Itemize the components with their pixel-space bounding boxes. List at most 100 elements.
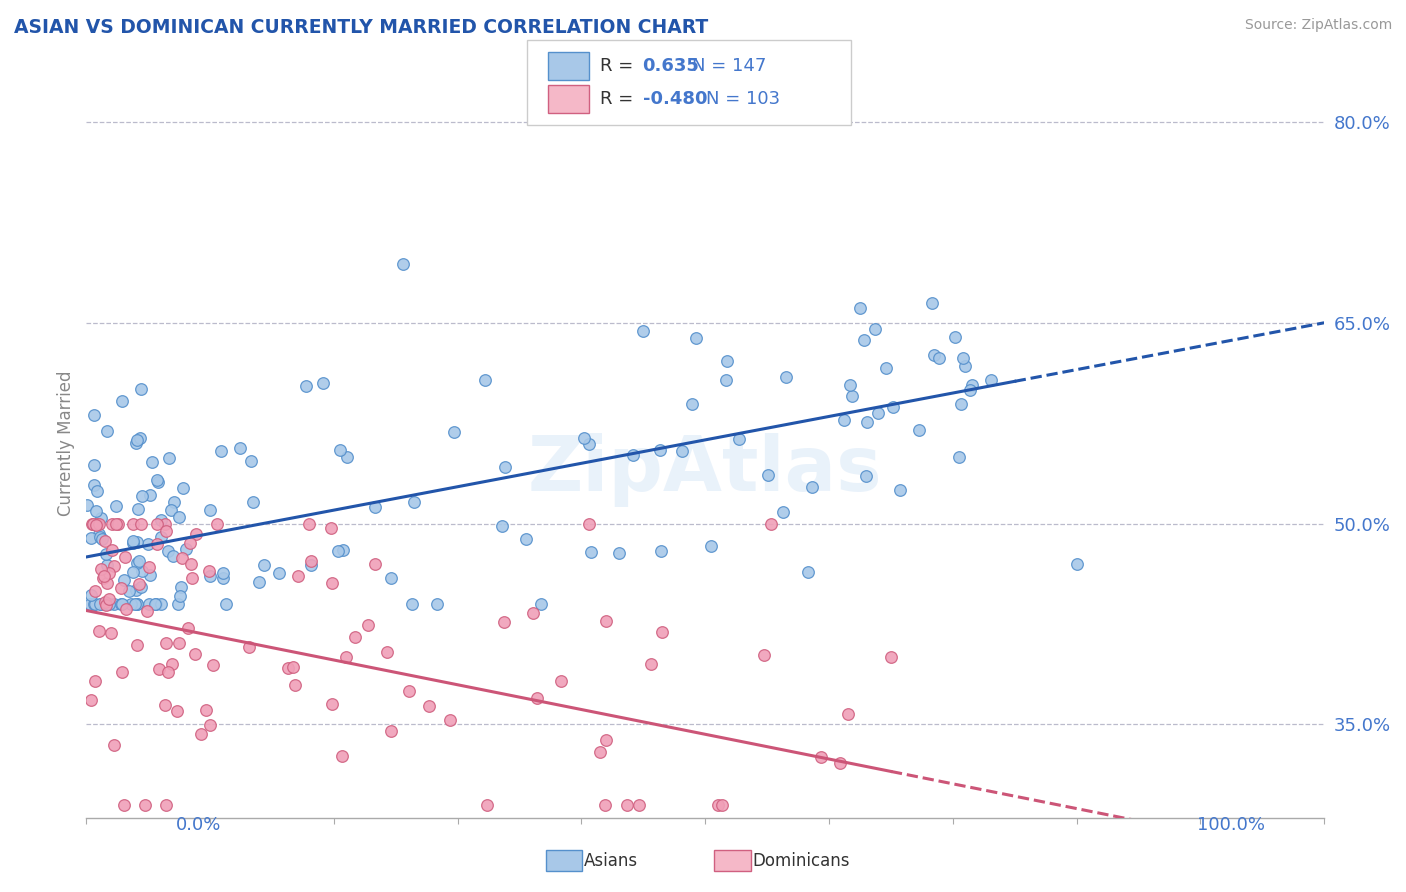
Text: N = 103: N = 103 [706,90,780,108]
Point [607,546,630,560]
Point [875,361,897,376]
Point [616,797,638,812]
Point [84,503,107,517]
Point [90,510,112,524]
Point [253,558,276,572]
Point [321,521,343,535]
Point [170,551,193,566]
Point [94,595,117,609]
Point [143,597,166,611]
Point [129,516,152,531]
Point [928,351,950,366]
Text: 100.0%: 100.0% [1198,816,1265,834]
Point [201,657,224,672]
Point [475,797,498,812]
Point [96,558,118,573]
Point [681,397,703,411]
Point [163,495,186,509]
Text: Dominicans: Dominicans [752,852,849,870]
Point [238,640,260,654]
Point [103,558,125,573]
Point [329,443,352,458]
Point [515,532,537,546]
Point [122,533,145,548]
Point [82,516,104,531]
Point [96,576,118,591]
Point [155,797,177,812]
Point [100,626,122,640]
Point [128,576,150,591]
Point [474,373,496,387]
Point [321,697,343,711]
Point [124,597,146,611]
Point [298,516,321,531]
Point [401,597,423,611]
Point [167,597,190,611]
Point [90,562,112,576]
Point [889,483,911,497]
Point [775,370,797,384]
Point [184,648,207,662]
Point [127,434,149,448]
Point [83,583,105,598]
Point [83,477,105,491]
Point [714,373,737,387]
Text: R =: R = [600,57,640,75]
Point [159,503,181,517]
Point [80,588,103,602]
Point [131,580,153,594]
Point [110,582,132,596]
Point [104,499,127,513]
Point [122,516,145,531]
Point [398,684,420,698]
Point [96,424,118,438]
Point [127,502,149,516]
Point [149,597,172,611]
Point [156,544,179,558]
Point [866,405,889,419]
Point [855,468,877,483]
Point [79,597,101,611]
Point [146,537,169,551]
Point [127,534,149,549]
Point [980,373,1002,387]
Point [364,500,387,515]
Text: ASIAN VS DOMINICAN CURRENTLY MARRIED CORRELATION CHART: ASIAN VS DOMINICAN CURRENTLY MARRIED COR… [14,18,709,37]
Point [491,519,513,533]
Point [141,455,163,469]
Point [98,597,121,611]
Point [101,543,124,558]
Point [96,597,118,611]
Point [402,495,425,509]
Point [952,351,974,366]
Point [959,383,981,397]
Point [80,693,103,707]
Point [579,545,602,559]
Point [125,583,148,598]
Point [103,597,125,611]
Text: -0.480: -0.480 [643,90,707,108]
Point [522,606,544,620]
Point [377,645,399,659]
Point [716,353,738,368]
Point [149,530,172,544]
Point [295,379,318,393]
Point [177,621,200,635]
Point [190,727,212,741]
Point [97,566,120,580]
Point [84,674,107,689]
Point [211,571,233,585]
Text: Source: ZipAtlas.com: Source: ZipAtlas.com [1244,18,1392,32]
Point [855,415,877,429]
Point [111,597,134,611]
Point [198,564,221,578]
Point [84,597,107,611]
Text: N = 147: N = 147 [692,57,766,75]
Text: Asians: Asians [583,852,637,870]
Point [853,333,876,347]
Point [195,703,218,717]
Point [240,453,263,467]
Point [772,505,794,519]
Point [157,450,180,465]
Point [115,601,138,615]
